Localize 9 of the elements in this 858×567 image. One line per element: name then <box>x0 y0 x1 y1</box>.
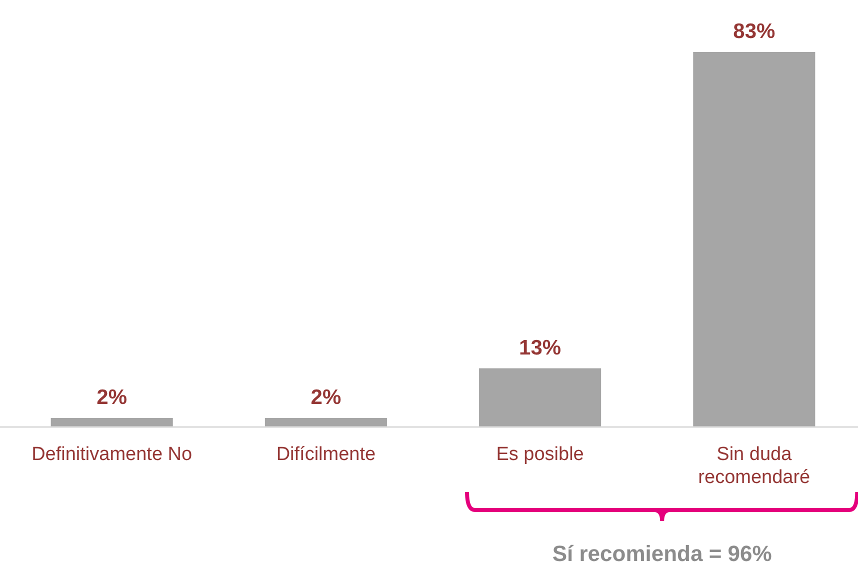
data-label: 13% <box>519 336 562 360</box>
text: Sí recomienda = 96% <box>552 541 772 566</box>
data-label: 2% <box>96 386 128 409</box>
x-tick-label: Sin duda recomendaré <box>698 444 810 488</box>
x-tick-label: Es posible <box>496 444 584 465</box>
data-label: 83% <box>733 20 776 43</box>
x-tick-label: Definitivamente No <box>32 444 192 465</box>
x-tick-label: Difícilmente <box>276 444 376 465</box>
data-label: 2% <box>310 386 342 409</box>
